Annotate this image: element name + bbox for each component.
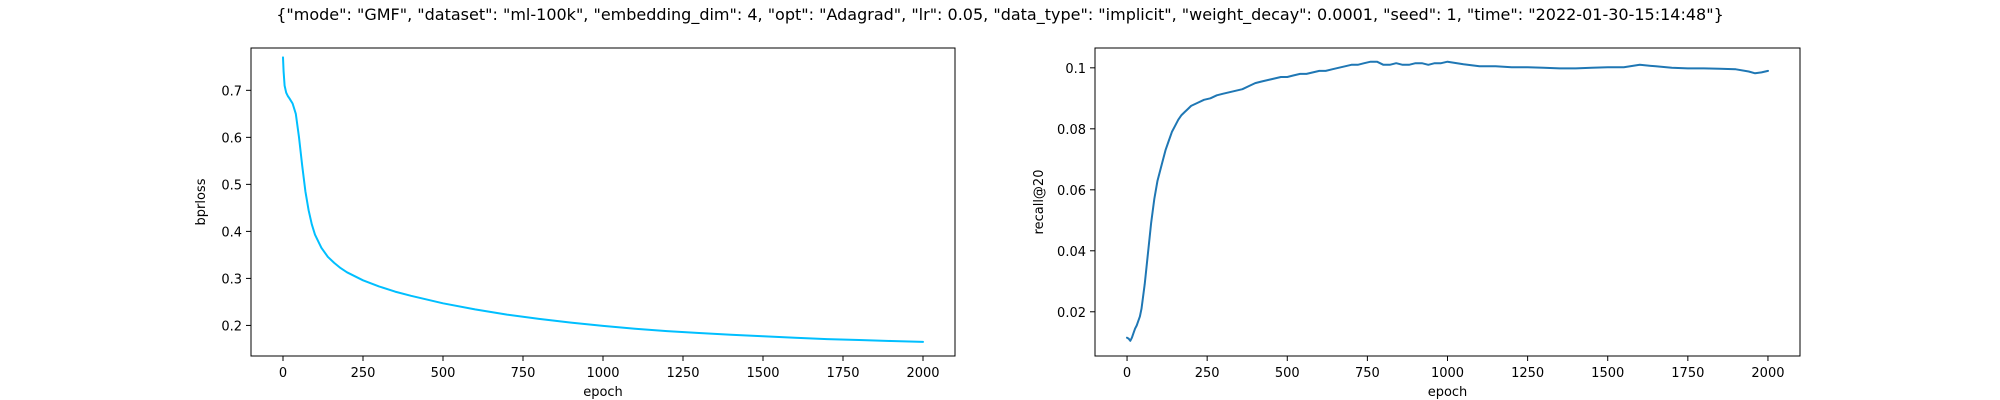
x-tick-label: 500	[1275, 366, 1300, 381]
recall-series-line	[1126, 60, 1769, 342]
x-tick-label: 1750	[1671, 366, 1704, 381]
x-tick-label: 0	[279, 366, 287, 381]
x-tick-label: 1500	[1591, 366, 1624, 381]
y-tick-label: 0.1	[1065, 62, 1086, 77]
x-tick-label: 750	[511, 366, 536, 381]
y-tick-label: 0.08	[1057, 123, 1086, 138]
y-tick-label: 0.02	[1057, 306, 1086, 321]
x-axis-label: epoch	[1428, 385, 1468, 400]
x-tick-label: 1500	[746, 366, 779, 381]
y-tick-label: 0.4	[221, 225, 242, 240]
x-tick-label: 750	[1355, 366, 1380, 381]
x-tick-label: 250	[351, 366, 376, 381]
x-axis-label: epoch	[583, 385, 623, 400]
y-tick-label: 0.3	[221, 272, 242, 287]
x-tick-label: 250	[1195, 366, 1220, 381]
x-tick-label: 0	[1123, 366, 1131, 381]
x-tick-label: 1250	[666, 366, 699, 381]
x-tick-label: 500	[431, 366, 456, 381]
x-tick-label: 2000	[1751, 366, 1784, 381]
y-tick-label: 0.6	[221, 131, 242, 146]
figure-title: {"mode": "GMF", "dataset": "ml-100k", "e…	[276, 5, 1724, 25]
y-axis-label: bprloss	[194, 178, 209, 225]
x-tick-label: 1750	[826, 366, 859, 381]
x-tick-label: 1000	[1431, 366, 1464, 381]
recall-chart: 0 250 500 750 1000 1250 1500 1750 2000 0.02 0.04 0.…	[1032, 47, 1801, 400]
y-tick-label: 0.2	[221, 319, 242, 334]
x-tick-label: 1250	[1511, 366, 1544, 381]
y-tick-label: 0.7	[221, 84, 242, 99]
x-tick-label: 1000	[586, 366, 619, 381]
y-tick-label: 0.5	[221, 178, 242, 193]
y-axis-label: recall@20	[1032, 170, 1047, 235]
bprloss-chart: 0 250 500 750 1000 1250 1500 1750 2000 0.2 0.3 0.4 0…	[194, 47, 956, 400]
y-tick-label: 0.04	[1057, 245, 1086, 260]
bprloss-series-line	[282, 56, 924, 343]
y-tick-label: 0.06	[1057, 184, 1086, 199]
x-tick-label: 2000	[906, 366, 939, 381]
